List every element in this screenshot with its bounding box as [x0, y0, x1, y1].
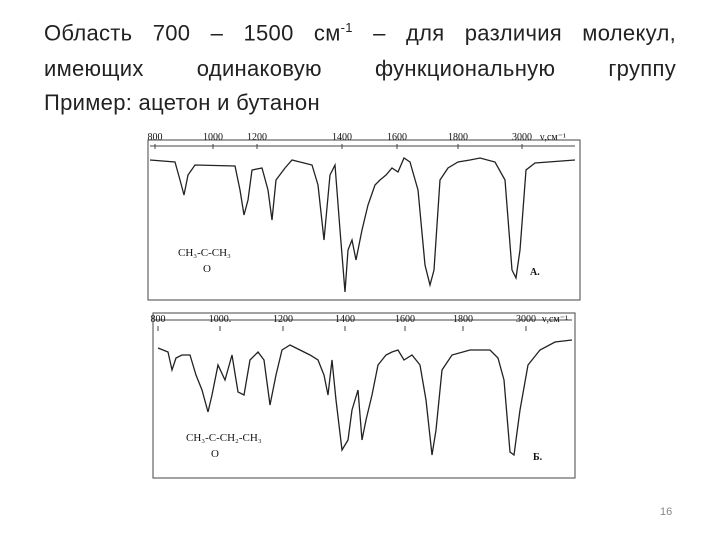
axis-label: ν,см⁻¹ [542, 314, 568, 325]
heading-text: – для различия молекул, [352, 20, 676, 46]
formula: O [203, 263, 211, 275]
spectrum-frame [147, 139, 581, 301]
axis-label: 1600 [395, 314, 415, 325]
axis-label: 800 [151, 314, 166, 325]
axis-label: 1800 [448, 132, 468, 143]
page-number: 16 [660, 506, 673, 518]
formula: CH₃-C-CH₂-CH₃ [186, 432, 262, 444]
formula: O [211, 448, 219, 460]
heading-line: имеющих одинаковую функциональную группу [44, 56, 676, 81]
spectrum-curve [149, 157, 576, 293]
spectrum-curve [157, 339, 573, 457]
axis-label: ν,см⁻¹ [540, 132, 566, 143]
heading-text: Область 700 – 1500 см [44, 20, 341, 46]
axis-label: 1000 [203, 132, 223, 143]
spectrum-label: Б. [533, 452, 543, 463]
axis-label: 3000 [512, 132, 532, 143]
axis-label: 1000. [209, 314, 232, 325]
axis-label: 1800 [453, 314, 473, 325]
spectrum-label: А. [530, 267, 540, 278]
axis-label: 3000 [516, 314, 536, 325]
axis-label: 1400 [335, 314, 355, 325]
heading-line: Пример: ацетон и бутанон [44, 90, 320, 115]
axis-label: 1200 [247, 132, 267, 143]
axis-label: 1400 [332, 132, 352, 143]
superscript: -1 [340, 20, 353, 35]
spectrum-frame [152, 312, 576, 479]
heading-line: Область 700 – 1500 см-1 – для различия м… [44, 20, 676, 46]
axis-label: 1600 [387, 132, 407, 143]
formula: CH₃-C-CH₃ [178, 247, 231, 259]
axis-label: 1200 [273, 314, 293, 325]
axis-label: 800 [148, 132, 163, 143]
